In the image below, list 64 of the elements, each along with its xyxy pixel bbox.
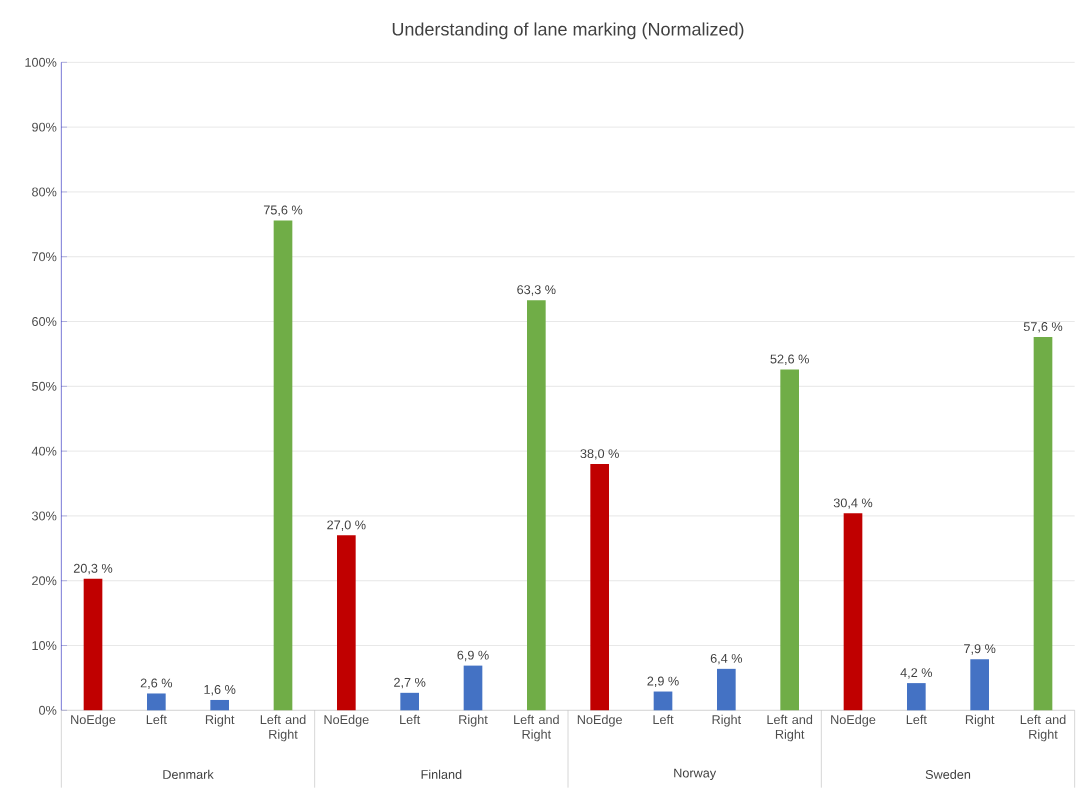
bar — [463, 665, 483, 711]
bar — [590, 464, 609, 711]
text: Finland — [421, 769, 462, 779]
y-tick-label: 60% — [32, 317, 57, 327]
x-tick-label: NoEdge — [577, 714, 622, 727]
bar — [1033, 337, 1053, 711]
data-label: 63,3 % — [517, 285, 556, 296]
y-tick-label: 20% — [32, 576, 57, 586]
data-label: 2,7 % — [394, 677, 426, 689]
x-tick-label: Left and Right — [260, 714, 306, 742]
data-label: 52,6 % — [770, 354, 809, 365]
x-tick-label: NoEdge — [831, 714, 876, 727]
x-tick-label: NoEdge — [324, 714, 369, 727]
bar — [843, 513, 863, 711]
x-tick-label: Left — [400, 714, 421, 725]
data-label: 6,9 % — [457, 650, 489, 662]
x-tick-label: Right — [459, 714, 488, 727]
bar — [970, 659, 989, 711]
bar — [527, 300, 546, 711]
data-label: 2,9 % — [647, 676, 679, 688]
y-tick-label: 80% — [32, 187, 57, 197]
data-label: 27,0 % — [327, 520, 366, 531]
y-tick-label: 30% — [31, 511, 57, 521]
data-label: 30,4 % — [833, 498, 873, 509]
data-label: 20,3 % — [73, 563, 113, 575]
bar — [337, 535, 356, 711]
y-tick-label: 50% — [32, 381, 57, 391]
x-tick-label: Right — [965, 714, 995, 727]
data-label: 6,4 % — [710, 653, 743, 665]
y-tick-label: 0% — [39, 705, 57, 715]
bar — [210, 699, 229, 711]
bar — [717, 668, 736, 711]
y-tick-label: 100% — [25, 57, 57, 67]
data-label: 7,9 % — [964, 644, 996, 655]
data-label: 38,0 % — [580, 449, 619, 460]
text: Denmark — [163, 769, 214, 779]
bar — [780, 369, 799, 711]
bar — [147, 693, 166, 711]
x-tick-label: Left — [906, 714, 927, 725]
data-label: 4,2 % — [900, 668, 933, 679]
bar — [653, 691, 673, 711]
x-tick-label: Left and Right — [1020, 714, 1066, 742]
y-tick-label: 90% — [32, 122, 57, 132]
x-tick-label: Left — [146, 714, 167, 725]
x-tick-label: Left and Right — [514, 714, 559, 742]
x-tick-label: Right — [205, 714, 235, 727]
x-tick-label: Left — [653, 714, 674, 725]
text: Sweden — [925, 769, 971, 779]
data-label: 2,6 % — [140, 678, 173, 689]
y-tick-label: 10% — [32, 641, 57, 651]
x-tick-label: Right — [712, 714, 742, 727]
bar — [83, 578, 103, 711]
bar — [400, 692, 420, 711]
text: Norway — [674, 768, 717, 780]
x-tick-label: NoEdge — [71, 714, 116, 727]
data-label: 57,6 % — [1023, 322, 1063, 333]
bar — [273, 220, 293, 711]
data-label: 1,6 % — [204, 685, 236, 696]
x-tick-label: Left and Right — [767, 714, 813, 742]
data-label: 75,6 % — [263, 205, 303, 216]
y-tick-label: 40% — [31, 446, 57, 456]
chart-title: Understanding of lane marking (Normalized) — [392, 22, 744, 40]
y-tick-label: 70% — [32, 252, 57, 262]
bar — [907, 683, 926, 711]
